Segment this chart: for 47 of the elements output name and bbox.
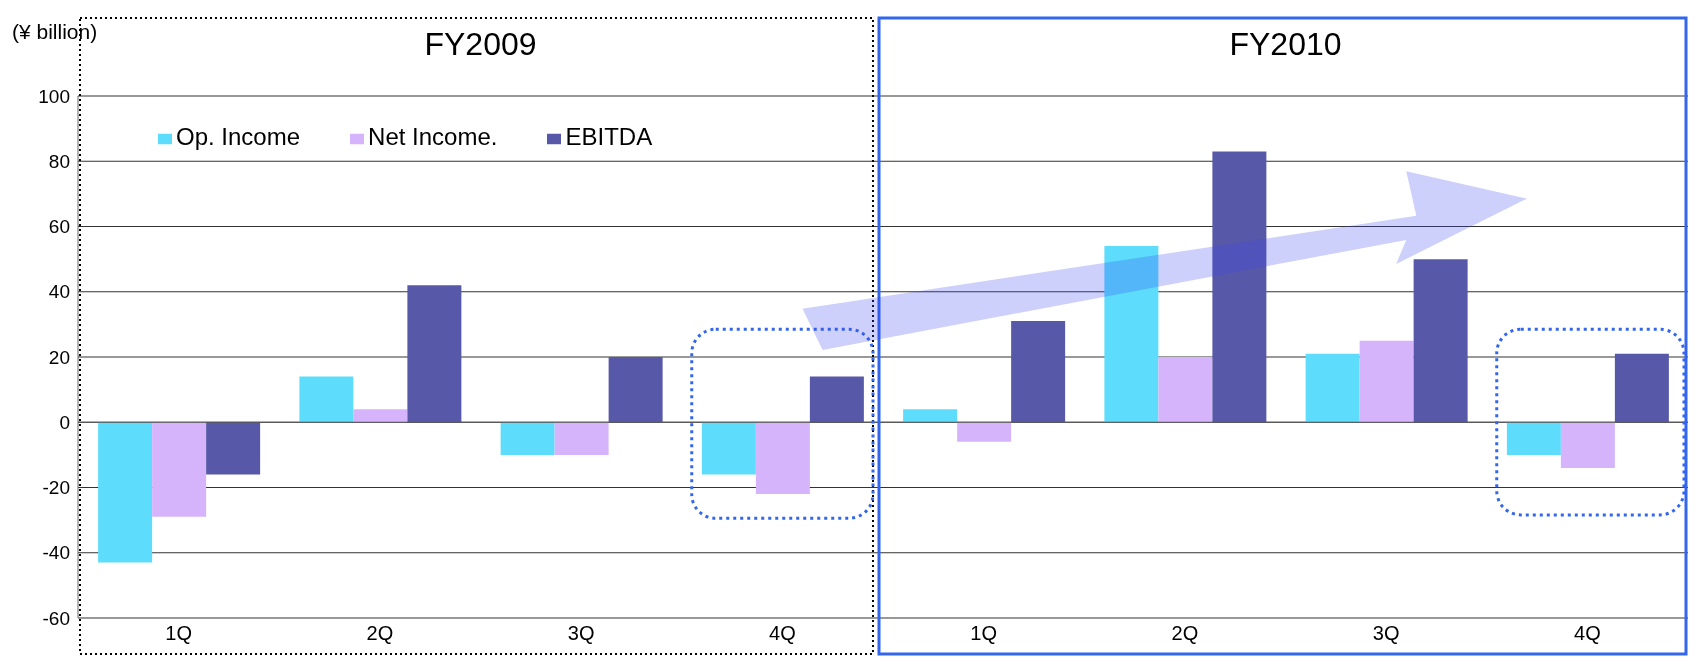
x-tick-label: 2Q <box>1171 622 1199 645</box>
bar <box>957 422 1012 442</box>
bar <box>299 376 354 423</box>
legend-label: Op. Income <box>176 123 301 150</box>
bar <box>98 422 153 563</box>
bar <box>1413 259 1468 423</box>
bar <box>1305 353 1360 423</box>
bar <box>755 422 810 495</box>
bar <box>407 285 462 423</box>
legend-label: Net Income. <box>368 123 498 150</box>
bar <box>1011 321 1066 423</box>
y-tick-label: 80 <box>48 150 70 172</box>
x-tick-label: 2Q <box>366 622 394 645</box>
bar <box>1560 422 1615 468</box>
legend-label: EBITDA <box>565 123 653 150</box>
bar <box>206 422 261 475</box>
bar <box>701 422 756 475</box>
bar <box>554 422 609 455</box>
bar <box>608 357 663 423</box>
bar <box>903 409 958 423</box>
bar <box>1212 151 1267 423</box>
text: FY2009 <box>424 26 537 62</box>
y-tick-label: -40 <box>42 542 70 564</box>
y-tick-label: 40 <box>48 281 70 303</box>
bar <box>1158 357 1213 423</box>
bar <box>1506 422 1561 455</box>
y-tick-label: 0 <box>59 411 70 433</box>
x-tick-label: 4Q <box>1574 622 1601 645</box>
x-tick-label: 1Q <box>165 622 192 645</box>
bar <box>1359 340 1414 423</box>
text: FY2010 <box>1228 26 1343 63</box>
y-tick-label: -60 <box>42 607 70 629</box>
bar <box>1104 246 1159 423</box>
bar <box>152 422 207 517</box>
y-tick-label: 60 <box>48 216 70 238</box>
y-axis-title: (¥ billion) <box>12 20 98 44</box>
x-tick-label: 1Q <box>970 622 997 645</box>
x-tick-label: 4Q <box>769 622 796 645</box>
bar <box>809 376 864 423</box>
bar <box>353 409 408 423</box>
x-tick-label: 3Q <box>567 622 595 645</box>
y-tick-label: -20 <box>42 477 70 499</box>
y-tick-label: 100 <box>38 85 70 107</box>
y-tick-label: 20 <box>48 346 70 368</box>
bar <box>500 422 555 455</box>
bar <box>1614 353 1669 423</box>
x-tick-label: 3Q <box>1372 622 1400 645</box>
